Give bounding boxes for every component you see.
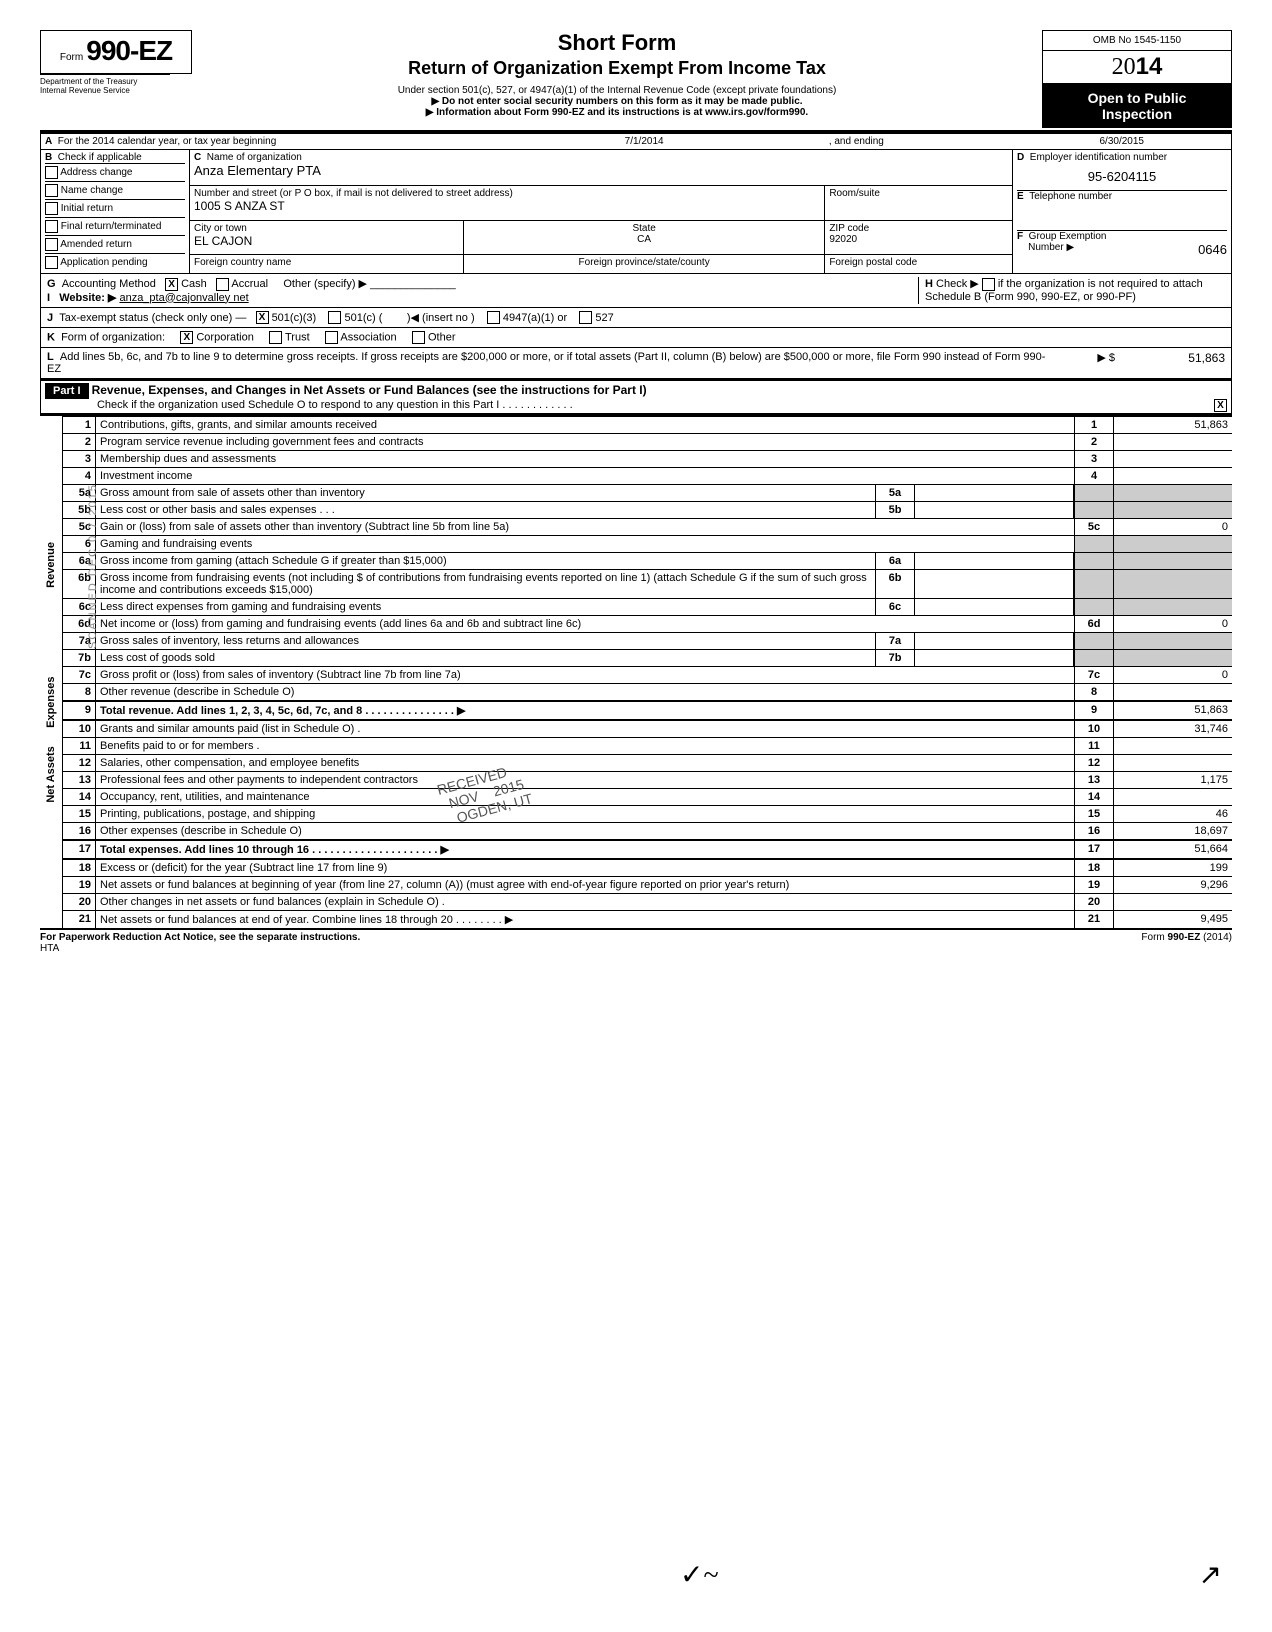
line-6b: 6bGross income from fundraising events (…: [63, 569, 1232, 598]
line-20: 20Other changes in net assets or fund ba…: [63, 893, 1232, 910]
line-1: 1Contributions, gifts, grants, and simil…: [63, 416, 1232, 433]
room-label: Room/suite: [829, 188, 880, 199]
website-value: anza_pta@cajonvalley net: [119, 292, 248, 304]
line-a: For the 2014 calendar year, or tax year …: [58, 136, 276, 147]
group-exempt-label: Group Exemption: [1029, 231, 1107, 242]
phone-label: Telephone number: [1029, 191, 1112, 202]
open-inspection: Open to Public Inspection: [1042, 84, 1232, 128]
form-number-box: Form 990-EZ: [40, 30, 192, 74]
check-initial-return: Initial return: [45, 199, 185, 217]
year-begin: 7/1/2014: [463, 134, 824, 150]
signature-2: ↗: [1199, 1558, 1222, 1592]
line-6d: 6dNet income or (loss) from gaming and f…: [63, 615, 1232, 632]
street-value: 1005 S ANZA ST: [194, 199, 285, 213]
sched-o-checkbox[interactable]: X: [1214, 399, 1227, 412]
line-19: 19Net assets or fund balances at beginni…: [63, 876, 1232, 893]
line-5a: 5aGross amount from sale of assets other…: [63, 484, 1232, 501]
org-name: Anza Elementary PTA: [194, 163, 321, 178]
check-amended-return: Amended return: [45, 235, 185, 253]
form-number: 990-EZ: [86, 35, 172, 66]
gross-receipts: 51,863: [1115, 351, 1225, 375]
line-3: 3Membership dues and assessments3: [63, 450, 1232, 467]
line-21: 21Net assets or fund balances at end of …: [63, 910, 1232, 928]
line-b-label: Check if applicable: [58, 152, 142, 163]
line-6: 6Gaming and fundraising events: [63, 535, 1232, 552]
line-7b: 7bLess cost of goods sold7b: [63, 649, 1232, 666]
line-12: 12Salaries, other compensation, and empl…: [63, 754, 1232, 771]
form-footer-right: Form 990-EZ (2014): [1141, 932, 1232, 954]
line-2: 2Program service revenue including gover…: [63, 433, 1232, 450]
line-14: 14Occupancy, rent, utilities, and mainte…: [63, 788, 1232, 805]
line-k: K Form of organization: X Corporation Tr…: [40, 328, 1232, 348]
check-address-change: Address change: [45, 163, 185, 181]
omb-box: OMB No 1545-1150 2014 Open to Public Ins…: [1042, 30, 1232, 128]
revenue-side-label: Net Assets Expenses Revenue: [45, 542, 57, 803]
line-5c: 5cGain or (loss) from sale of assets oth…: [63, 518, 1232, 535]
zip-value: 92020: [829, 234, 857, 245]
street-label: Number and street (or P O box, if mail i…: [194, 188, 513, 199]
line-17: 17Total expenses. Add lines 10 through 1…: [63, 839, 1232, 858]
part1-header: Part I Revenue, Expenses, and Changes in…: [40, 379, 1232, 414]
tax-year: 2014: [1042, 51, 1232, 84]
subtitle-1: Under section 501(c), 527, or 4947(a)(1)…: [192, 85, 1042, 96]
state-value: CA: [637, 234, 651, 245]
short-form-title: Short Form: [192, 30, 1042, 56]
sched-b-checkbox[interactable]: [982, 278, 995, 291]
year-end: 6/30/2015: [1013, 134, 1232, 150]
corp-checkbox[interactable]: X: [180, 331, 193, 344]
main-title: Return of Organization Exempt From Incom…: [192, 58, 1042, 79]
line-18: 18Excess or (deficit) for the year (Subt…: [63, 858, 1232, 876]
check-application-pending: Application pending: [45, 253, 185, 271]
line-g-h: G Accounting Method X Cash Accrual Other…: [40, 274, 1232, 308]
line-13: 13Professional fees and other payments t…: [63, 771, 1232, 788]
title-block: Short Form Return of Organization Exempt…: [192, 30, 1042, 118]
subtitle-2: ▶ Do not enter social security numbers o…: [192, 96, 1042, 107]
line-5b: 5bLess cost or other basis and sales exp…: [63, 501, 1232, 518]
accrual-checkbox[interactable]: [216, 278, 229, 291]
line-4: 4Investment income4: [63, 467, 1232, 484]
501c3-checkbox[interactable]: X: [256, 311, 269, 324]
form-header: Form 990-EZ Department of the Treasury I…: [40, 30, 1232, 128]
group-exempt-value: 0646: [1198, 242, 1227, 257]
header-info-table: A For the 2014 calendar year, or tax yea…: [40, 133, 1232, 274]
line-6c: 6cLess direct expenses from gaming and f…: [63, 598, 1232, 615]
signature-1: ✓~: [680, 1558, 719, 1592]
line-11: 11Benefits paid to or for members .11: [63, 737, 1232, 754]
check-final-return-terminated: Final return/terminated: [45, 217, 185, 235]
scanned-stamp: SCANNED DEC 0 7 2015: [87, 483, 99, 649]
line-8: 8Other revenue (describe in Schedule O)8: [63, 683, 1232, 700]
omb-number: OMB No 1545-1150: [1042, 30, 1232, 51]
line-6a: 6aGross income from gaming (attach Sched…: [63, 552, 1232, 569]
line-l: L Add lines 5b, 6c, and 7b to line 9 to …: [40, 348, 1232, 379]
cash-checkbox[interactable]: X: [165, 278, 178, 291]
line-15: 15Printing, publications, postage, and s…: [63, 805, 1232, 822]
form-prefix: Form: [60, 52, 83, 63]
ein-label: Employer identification number: [1030, 152, 1167, 163]
line-9: 9Total revenue. Add lines 1, 2, 3, 4, 5c…: [63, 700, 1232, 719]
part1-body: Net Assets Expenses Revenue 1Contributio…: [40, 414, 1232, 928]
line-c-label: Name of organization: [207, 152, 302, 163]
check-name-change: Name change: [45, 181, 185, 199]
line-16: 16Other expenses (describe in Schedule O…: [63, 822, 1232, 839]
line-10: 10Grants and similar amounts paid (list …: [63, 719, 1232, 737]
dept-label: Department of the Treasury Internal Reve…: [40, 74, 170, 95]
page-footer: For Paperwork Reduction Act Notice, see …: [40, 928, 1232, 954]
city-value: EL CAJON: [194, 234, 252, 248]
ein-value: 95-6204115: [1017, 163, 1227, 191]
subtitle-3: ▶ Information about Form 990-EZ and its …: [192, 107, 1042, 118]
line-j: J Tax-exempt status (check only one) — X…: [40, 308, 1232, 329]
line-7c: 7cGross profit or (loss) from sales of i…: [63, 666, 1232, 683]
line-7a: 7aGross sales of inventory, less returns…: [63, 632, 1232, 649]
